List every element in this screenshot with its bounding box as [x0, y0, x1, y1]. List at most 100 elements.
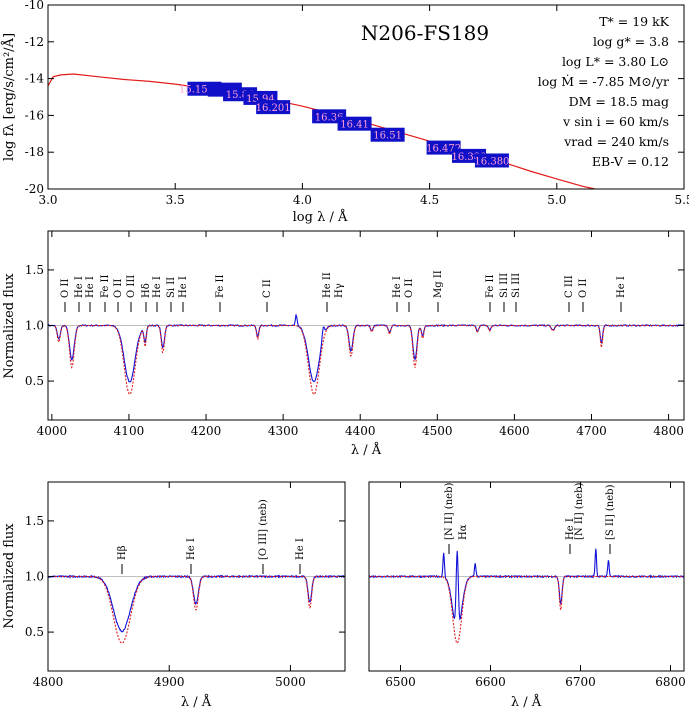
x-tick-label: 4600	[499, 424, 530, 438]
observed-spectrum	[47, 574, 346, 633]
line-id-label: Hα	[458, 524, 469, 540]
y-tick-label: 1.5	[25, 514, 44, 528]
sed-frame	[47, 4, 685, 190]
x-tick-label: 4400	[345, 424, 376, 438]
x-tick-label: 4900	[154, 675, 185, 689]
x-tick-label: 4800	[33, 675, 64, 689]
x-tick-label: 4300	[268, 424, 299, 438]
line-id-label: C III	[564, 275, 575, 298]
y-tick-label: -10	[25, 0, 44, 12]
line-id-label: Hγ	[334, 283, 345, 298]
line-id-label: O II	[578, 279, 589, 298]
photometry-magnitude: 16.472	[426, 144, 461, 155]
y-tick-label: 0.5	[25, 374, 44, 388]
param-logl: log L* = 3.80 L⊙	[562, 54, 669, 69]
y-tick-label: 0.5	[25, 625, 44, 639]
y-tick-label: 1.0	[25, 319, 44, 333]
line-id-label: Fe II	[215, 275, 226, 298]
hbeta-y-label: Normalized flux	[2, 523, 17, 629]
x-tick-label: 4200	[191, 424, 222, 438]
line-id-label: He I	[295, 538, 306, 560]
x-tick-label: 4.0	[293, 193, 312, 207]
line-id-label: C II	[262, 279, 273, 298]
param-teff: T* = 19 kK	[599, 14, 669, 29]
line-id-label: Mg II	[433, 270, 444, 298]
blue-line-identifications: O II He I He I Fe II O II O III Hδ He I Si II He …	[60, 270, 627, 312]
hbeta-plot	[47, 574, 346, 644]
blue-spectrum-panel: 4000 4100 4200 4300 4400 4500 4600 4700 4800 1.5…	[2, 230, 685, 458]
line-id-label: Fe II	[100, 275, 111, 298]
halpha-x-label: λ / Å	[511, 694, 542, 710]
y-tick-label: 1.0	[25, 570, 44, 584]
y-tick-label: -20	[25, 182, 44, 196]
x-tick-label: 4700	[576, 424, 607, 438]
hbeta-panel: 4800 4900 5000 1.5 1.0 0.5 Hβ He I [O III] (ne…	[2, 481, 346, 710]
halpha-line-identifications: [N II] (neb) Hα He I[N II] (neb) [S II] (ne…	[444, 483, 616, 554]
model-spectrum	[48, 324, 684, 396]
blue-spectrum-x-label: λ / Å	[351, 442, 382, 458]
hbeta-x-axis: 4800 4900 5000	[33, 482, 306, 689]
param-ebv: EB-V = 0.12	[592, 154, 669, 169]
halpha-panel: 6500 6600 6700 6800 [N II] (neb) Hα He I[N II…	[368, 481, 686, 710]
line-id-label: He I	[616, 276, 627, 298]
line-id-label: [O III] (neb)	[258, 499, 269, 560]
x-tick-label: 6800	[655, 675, 686, 689]
photometry-magnitude: 16.201	[256, 103, 291, 114]
line-id-label: Hδ	[141, 283, 152, 298]
x-tick-label: 4100	[114, 424, 145, 438]
line-id-label: [S II] (neb)	[605, 484, 616, 540]
line-id-label: He I	[85, 276, 96, 298]
y-tick-label: -16	[25, 108, 44, 122]
model-spectrum	[48, 575, 345, 644]
x-tick-label: 5000	[275, 675, 306, 689]
photometry-magnitude: 15.84	[226, 90, 255, 101]
photometry-magnitude: 16.41	[340, 120, 369, 131]
sed-x-label: log λ / Å	[293, 209, 348, 225]
x-tick-label: 4800	[653, 424, 684, 438]
x-tick-label: 6600	[475, 675, 506, 689]
line-id-label: He I	[392, 276, 403, 298]
hbeta-x-label: λ / Å	[181, 694, 212, 710]
hbeta-line-identifications: Hβ He I [O III] (neb) He I	[117, 499, 306, 574]
photometry-magnitude: 15.94	[246, 94, 275, 105]
photometry-magnitude: 16.380	[452, 152, 487, 163]
line-id-label: O III	[126, 275, 137, 298]
halpha-frame	[368, 481, 685, 672]
blue-spectrum-plot	[47, 314, 685, 396]
photometry-magnitude: 15.15.727	[179, 85, 230, 96]
observed-spectrum	[368, 548, 685, 621]
line-id-label: O II	[113, 279, 124, 298]
x-tick-label: 6500	[385, 675, 416, 689]
line-id-label: [N II] (neb)	[444, 483, 455, 540]
param-vsini: v sin i = 60 km/s	[562, 114, 669, 129]
x-tick-label: 6700	[565, 675, 596, 689]
halpha-x-axis: 6500 6600 6700 6800	[385, 482, 686, 689]
sed-model-line	[47, 73, 596, 190]
line-id-label: He II	[322, 272, 333, 298]
sed-x-axis: 3.0 3.5 4.0 4.5 5.0 5.5	[38, 5, 689, 207]
stellar-parameters: T* = 19 kK log g* = 3.8 log L* = 3.80 L⊙…	[538, 14, 670, 169]
observed-spectrum	[47, 314, 685, 383]
line-id-label: He I	[152, 276, 163, 298]
line-id-label: He I	[565, 518, 576, 540]
photometry-magnitude: 16.36	[315, 112, 344, 123]
sed-y-label: log fλ [erg/s/cm²/Å]	[1, 33, 17, 161]
sed-y-axis: -10 -12 -14 -16 -18 -20	[25, 0, 684, 196]
line-id-label: Si II	[166, 277, 177, 298]
y-tick-label: -12	[25, 35, 44, 49]
x-tick-label: 4000	[37, 424, 68, 438]
x-tick-label: 4.5	[420, 193, 439, 207]
x-tick-label: 3.0	[38, 193, 57, 207]
line-id-label: Fe II	[485, 275, 496, 298]
line-id-label: O II	[404, 279, 415, 298]
blue-spectrum-x-axis: 4000 4100 4200 4300 4400 4500 4600 4700 4800	[37, 231, 684, 438]
param-vrad: vrad = 240 km/s	[563, 134, 669, 149]
blue-spectrum-y-axis: 1.5 1.0 0.5	[25, 263, 684, 388]
line-id-label: Si III	[511, 273, 522, 298]
photometry-box	[474, 153, 509, 168]
photometry-magnitude: 16.51	[373, 131, 402, 142]
photometry-magnitude: 16.380	[474, 156, 509, 167]
sed-title: N206-FS189	[361, 21, 489, 45]
